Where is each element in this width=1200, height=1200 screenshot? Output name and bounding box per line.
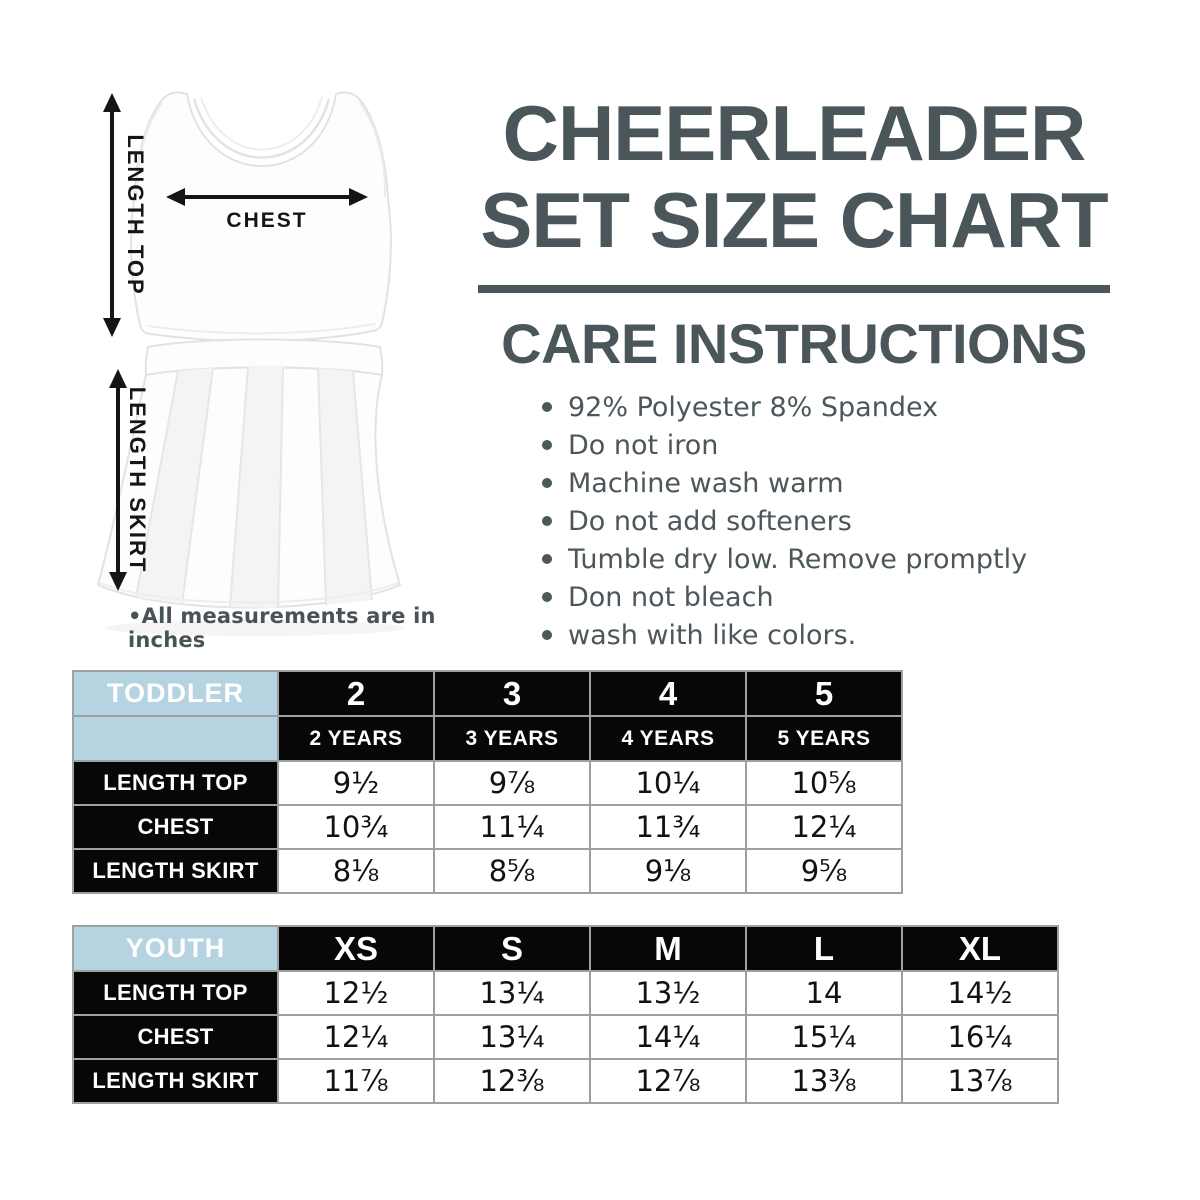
- table-row: 2 YEARS 3 YEARS 4 YEARS 5 YEARS: [72, 715, 903, 762]
- size-value-cell: 12¼: [277, 1014, 435, 1060]
- size-value-cell: 13⅞: [901, 1058, 1059, 1104]
- garment-measurement-diagram: LENGTH TOP CHEST LENGTH SKIRT: [96, 91, 405, 636]
- size-column-header: 5: [745, 670, 903, 717]
- size-value-cell: 15¼: [745, 1014, 903, 1060]
- size-value-cell: 11⅞: [277, 1058, 435, 1104]
- size-column-header: M: [589, 925, 747, 972]
- care-instruction-text: Machine wash warm: [568, 467, 844, 499]
- header-column: CHEERLEADER SET SIZE CHART CARE INSTRUCT…: [478, 89, 1110, 658]
- length-skirt-arrow: [109, 369, 127, 591]
- chest-label: CHEST: [226, 209, 307, 232]
- age-subheader-cell: 5 YEARS: [745, 715, 903, 762]
- row-label: LENGTH SKIRT: [72, 1058, 279, 1104]
- table-row: LENGTH SKIRT 11⅞ 12⅜ 12⅞ 13⅜ 13⅞: [72, 1058, 1059, 1104]
- size-value-cell: 16¼: [901, 1014, 1059, 1060]
- table-row: CHEST 10¾ 11¼ 11¾ 12¼: [72, 804, 903, 850]
- care-instructions-title: CARE INSTRUCTIONS: [501, 311, 1087, 375]
- size-value-cell: 13¼: [433, 970, 591, 1016]
- bullet-icon: [542, 516, 552, 527]
- page-title-line1: CHEERLEADER: [502, 89, 1087, 177]
- size-column-header: S: [433, 925, 591, 972]
- size-value-cell: 10¾: [277, 804, 435, 850]
- row-label: LENGTH TOP: [72, 760, 279, 806]
- size-value-cell: 14¼: [589, 1014, 747, 1060]
- group-header-cell: TODDLER: [72, 670, 279, 717]
- youth-size-table: YOUTH XS S M L XL LENGTH TOP 12½ 13¼ 13½…: [72, 925, 1059, 1104]
- page-title-line2: SET SIZE CHART: [480, 176, 1108, 265]
- size-value-cell: 13½: [589, 970, 747, 1016]
- care-instruction-text: Do not iron: [568, 429, 719, 461]
- length-skirt-label: LENGTH SKIRT: [125, 387, 150, 574]
- size-value-cell: 9⅛: [589, 848, 747, 894]
- size-value-cell: 9½: [277, 760, 435, 806]
- age-subheader-cell: 4 YEARS: [589, 715, 747, 762]
- care-instruction-item: Don not bleach: [542, 582, 1110, 613]
- size-value-cell: 10¼: [589, 760, 747, 806]
- row-label: CHEST: [72, 804, 279, 850]
- size-value-cell: 11¼: [433, 804, 591, 850]
- care-instruction-item: Do not add softeners: [542, 506, 1110, 537]
- care-instructions-list: 92% Polyester 8% Spandex Do not iron Mac…: [478, 392, 1110, 651]
- size-value-cell: 8⅛: [277, 848, 435, 894]
- group-header-empty-cell: [72, 715, 279, 762]
- toddler-size-table: TODDLER 2 3 4 5 2 YEARS 3 YEARS 4 YEARS …: [72, 670, 903, 894]
- size-value-cell: 14½: [901, 970, 1059, 1016]
- size-column-header: 2: [277, 670, 435, 717]
- length-top-label: LENGTH TOP: [123, 134, 148, 295]
- title-divider: [478, 284, 1110, 293]
- group-header-cell: YOUTH: [72, 925, 279, 972]
- table-row: LENGTH SKIRT 8⅛ 8⅝ 9⅛ 9⅝: [72, 848, 903, 894]
- row-label: CHEST: [72, 1014, 279, 1060]
- size-value-cell: 13⅜: [745, 1058, 903, 1104]
- bullet-icon: [542, 402, 552, 413]
- row-label: LENGTH TOP: [72, 970, 279, 1016]
- pleated-skirt-illustration: [96, 338, 405, 636]
- size-column-header: 4: [589, 670, 747, 717]
- care-instruction-item: Do not iron: [542, 430, 1110, 461]
- size-value-cell: 9⅝: [745, 848, 903, 894]
- care-instruction-item: Tumble dry low. Remove promptly: [542, 544, 1110, 575]
- size-value-cell: 11¾: [589, 804, 747, 850]
- care-instruction-item: 92% Polyester 8% Spandex: [542, 392, 1110, 423]
- bullet-icon: [542, 440, 552, 451]
- size-column-header: L: [745, 925, 903, 972]
- size-value-cell: 12¼: [745, 804, 903, 850]
- measurements-note: •All measurements are in inches: [128, 604, 436, 652]
- size-value-cell: 12½: [277, 970, 435, 1016]
- table-row: CHEST 12¼ 13¼ 14¼ 15¼ 16¼: [72, 1014, 1059, 1060]
- length-top-arrow: [103, 93, 121, 337]
- size-value-cell: 8⅝: [433, 848, 591, 894]
- size-column-header: XS: [277, 925, 435, 972]
- page-title: CHEERLEADER SET SIZE CHART: [478, 89, 1110, 265]
- age-subheader-cell: 2 YEARS: [277, 715, 435, 762]
- care-instruction-text: Tumble dry low. Remove promptly: [568, 543, 1028, 575]
- care-instruction-item: Machine wash warm: [542, 468, 1110, 499]
- chest-arrow: [166, 188, 368, 206]
- table-row: YOUTH XS S M L XL: [72, 925, 1059, 972]
- table-row: LENGTH TOP 9½ 9⅞ 10¼ 10⅝: [72, 760, 903, 806]
- care-instruction-text: 92% Polyester 8% Spandex: [568, 391, 939, 423]
- bullet-icon: [542, 554, 552, 565]
- table-row: TODDLER 2 3 4 5: [72, 670, 903, 717]
- row-label: LENGTH SKIRT: [72, 848, 279, 894]
- size-column-header: XL: [901, 925, 1059, 972]
- size-value-cell: 13¼: [433, 1014, 591, 1060]
- bullet-icon: [542, 592, 552, 603]
- size-value-cell: 10⅝: [745, 760, 903, 806]
- size-value-cell: 9⅞: [433, 760, 591, 806]
- bullet-icon: [542, 478, 552, 489]
- table-row: LENGTH TOP 12½ 13¼ 13½ 14 14½: [72, 970, 1059, 1016]
- care-instruction-text: wash with like colors.: [568, 619, 857, 651]
- age-subheader-cell: 3 YEARS: [433, 715, 591, 762]
- care-instruction-text: Don not bleach: [568, 581, 774, 613]
- size-value-cell: 14: [745, 970, 903, 1016]
- size-value-cell: 12⅜: [433, 1058, 591, 1104]
- bullet-icon: [542, 630, 552, 641]
- size-column-header: 3: [433, 670, 591, 717]
- care-instruction-item: wash with like colors.: [542, 620, 1110, 651]
- care-instruction-text: Do not add softeners: [568, 505, 852, 537]
- crop-top-illustration: [130, 91, 392, 343]
- size-value-cell: 12⅞: [589, 1058, 747, 1104]
